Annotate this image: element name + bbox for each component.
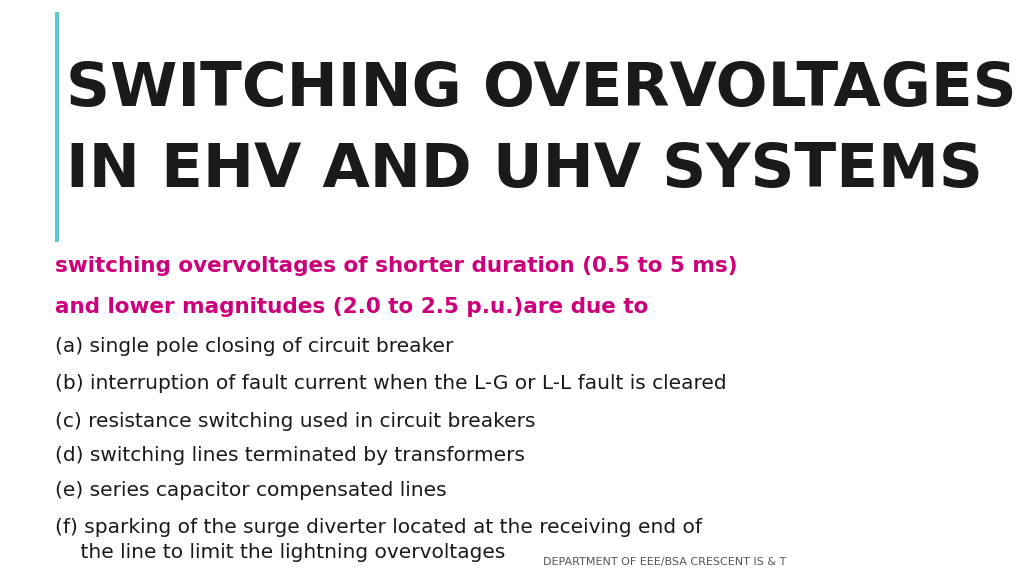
- Text: (f) sparking of the surge diverter located at the receiving end of
    the line : (f) sparking of the surge diverter locat…: [54, 518, 701, 562]
- FancyBboxPatch shape: [54, 12, 59, 242]
- Text: (c) resistance switching used in circuit breakers: (c) resistance switching used in circuit…: [54, 412, 535, 431]
- Text: switching overvoltages of shorter duration (0.5 to 5 ms): switching overvoltages of shorter durati…: [54, 256, 737, 276]
- Text: DEPARTMENT OF EEE/BSA CRESCENT IS & T: DEPARTMENT OF EEE/BSA CRESCENT IS & T: [543, 558, 785, 567]
- Text: SWITCHING OVERVOLTAGES: SWITCHING OVERVOLTAGES: [66, 60, 1017, 119]
- Text: and lower magnitudes (2.0 to 2.5 p.u.)are due to: and lower magnitudes (2.0 to 2.5 p.u.)ar…: [54, 297, 648, 317]
- Text: (b) interruption of fault current when the L-G or L-L fault is cleared: (b) interruption of fault current when t…: [54, 374, 726, 393]
- Text: (a) single pole closing of circuit breaker: (a) single pole closing of circuit break…: [54, 337, 453, 356]
- Text: IN EHV AND UHV SYSTEMS: IN EHV AND UHV SYSTEMS: [66, 141, 983, 200]
- Text: (e) series capacitor compensated lines: (e) series capacitor compensated lines: [54, 481, 446, 500]
- Text: (d) switching lines terminated by transformers: (d) switching lines terminated by transf…: [54, 446, 524, 465]
